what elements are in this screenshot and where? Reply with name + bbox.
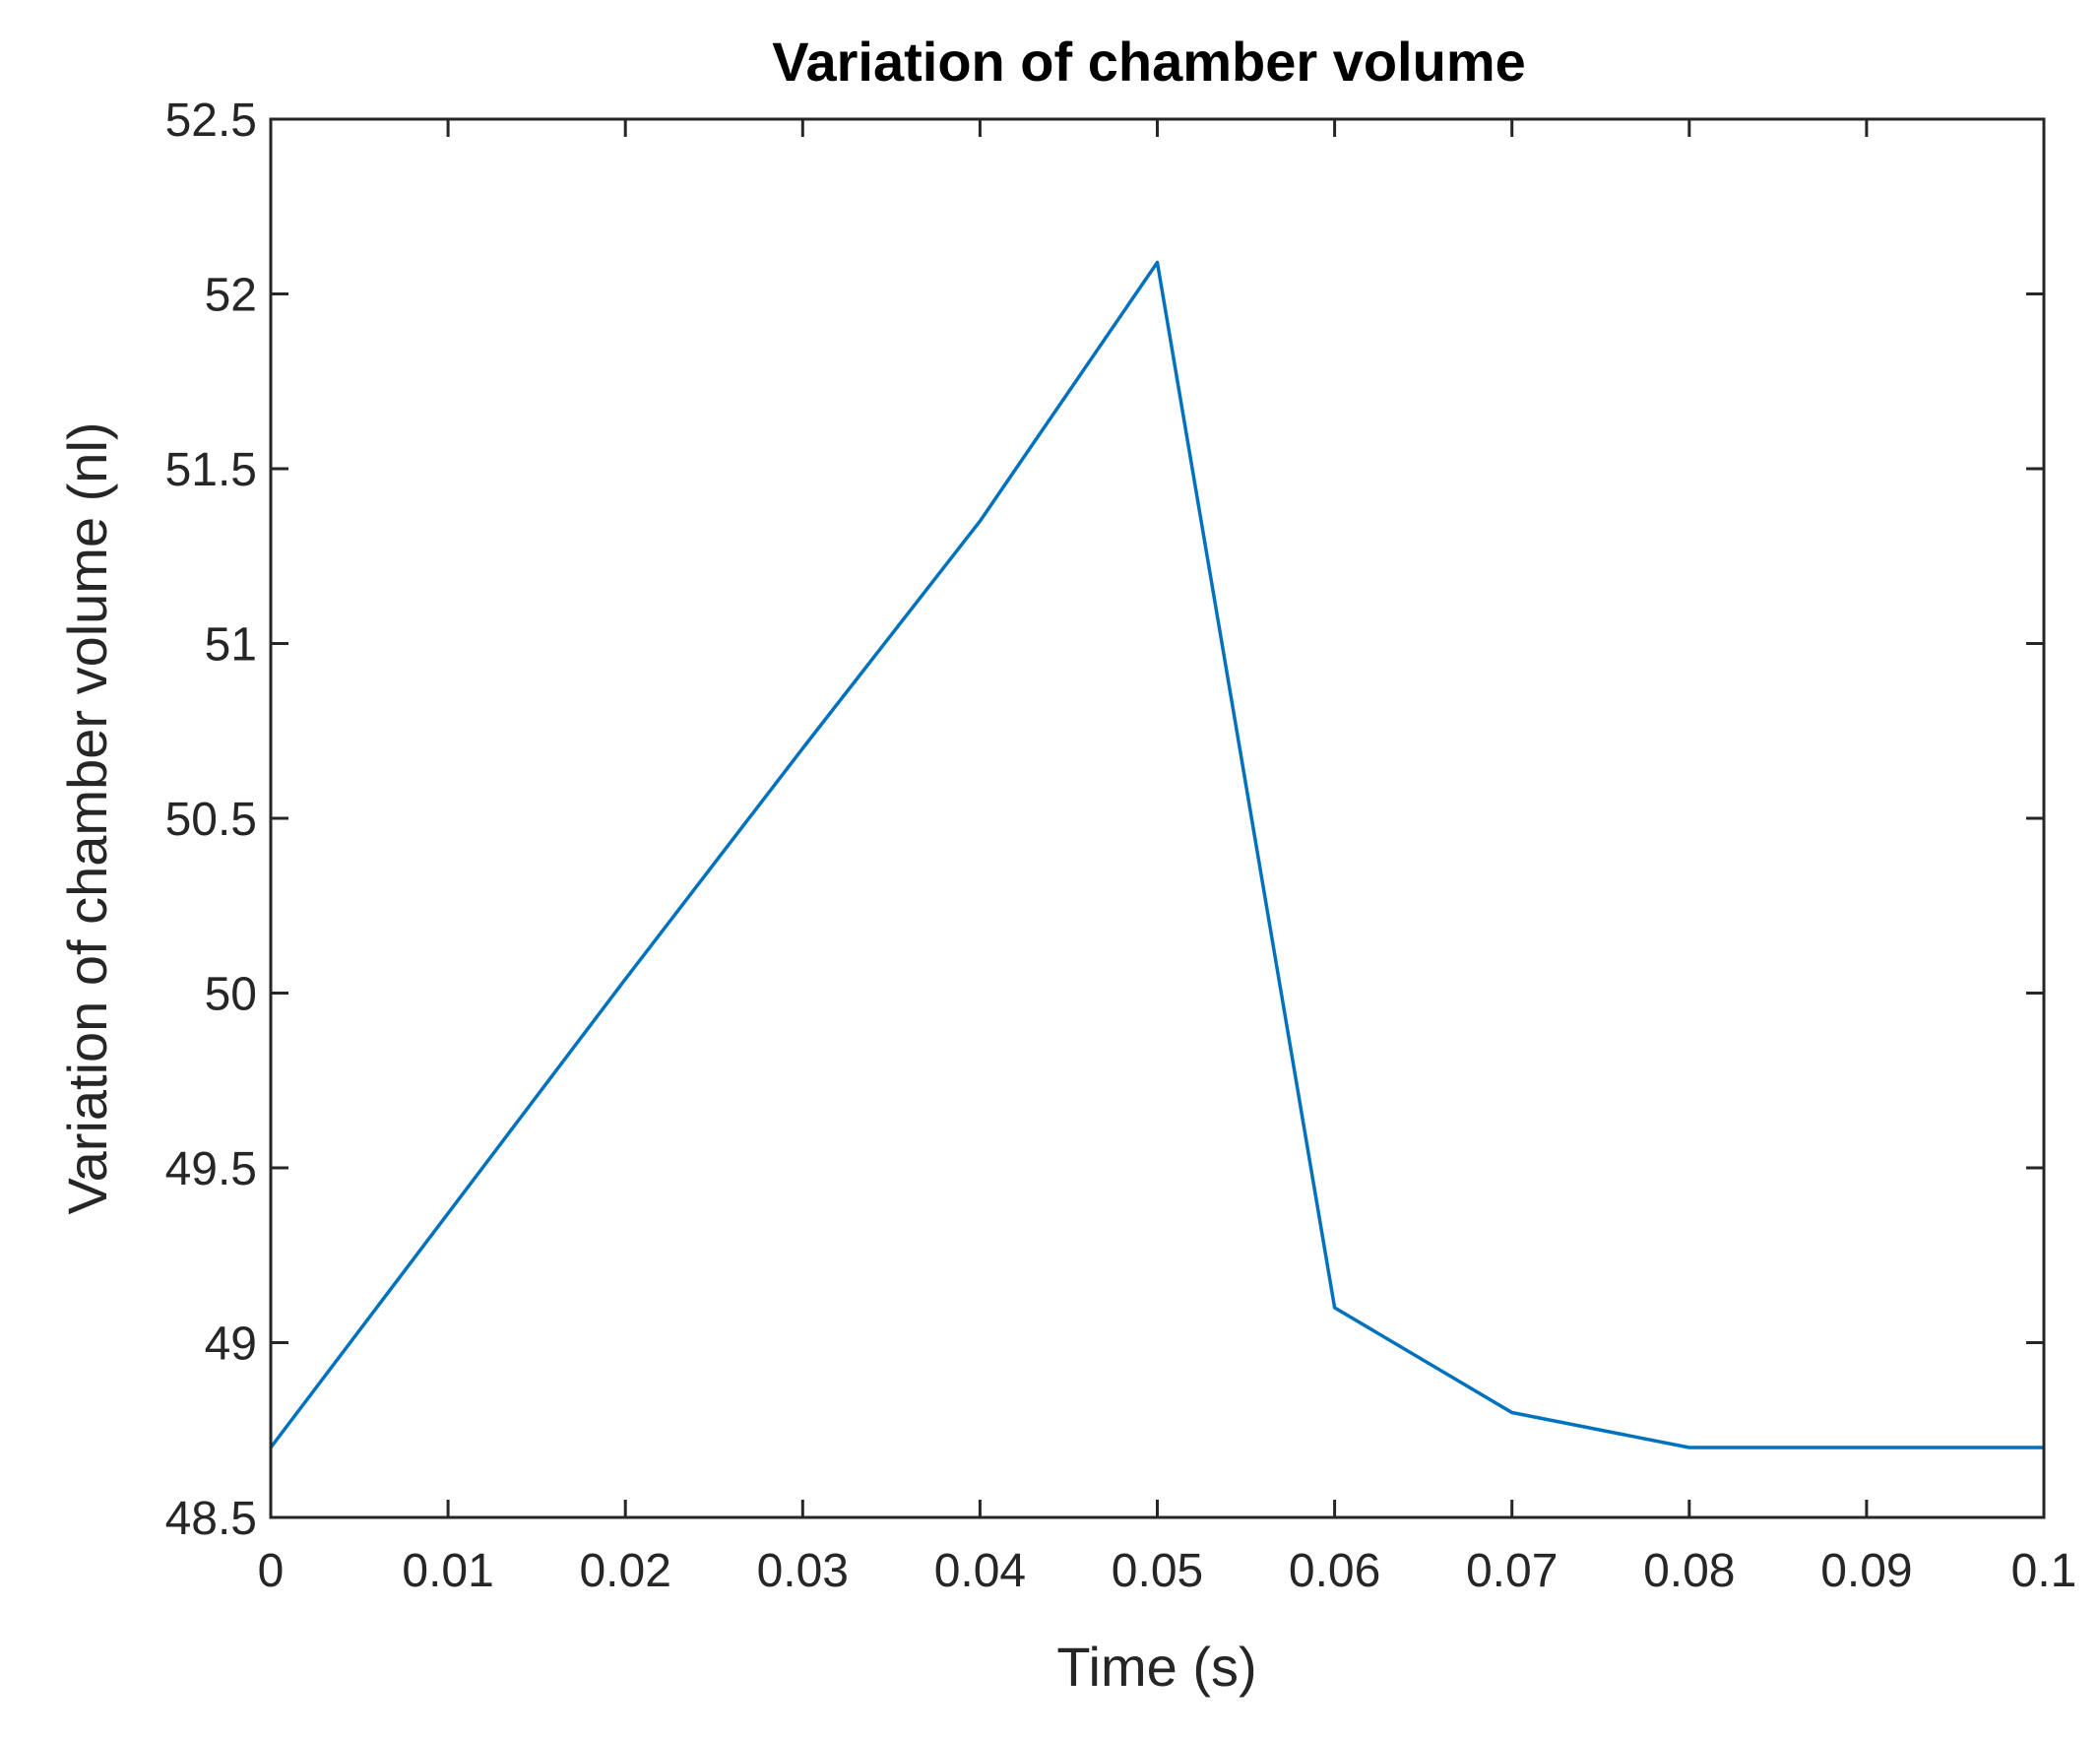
y-tick-label: 52 bbox=[205, 270, 257, 322]
chart-title: Variation of chamber volume bbox=[772, 31, 1526, 93]
y-tick-label: 49 bbox=[205, 1319, 257, 1371]
y-tick-label: 51 bbox=[205, 619, 257, 672]
y-tick-label: 50 bbox=[205, 969, 257, 1021]
series-line bbox=[269, 260, 2044, 1449]
x-tick-label: 0.02 bbox=[579, 1545, 670, 1597]
x-tick-label: 0 bbox=[258, 1545, 285, 1597]
ticks-layer: 0 0.01 0.02 0.03 0.04 0.05 0.06 0.07 0.08 0.09 0.1… bbox=[165, 95, 2077, 1597]
x-tick-label: 0.04 bbox=[934, 1545, 1026, 1597]
x-tick-label: 0.08 bbox=[1643, 1545, 1735, 1597]
x-tick-label: 0.01 bbox=[402, 1545, 493, 1597]
x-tick-label: 0.06 bbox=[1289, 1545, 1380, 1597]
x-tick-label: 0.07 bbox=[1466, 1545, 1558, 1597]
y-tick-label: 48.5 bbox=[165, 1493, 257, 1545]
plot-area-frame bbox=[269, 117, 2046, 1519]
x-tick-label: 0.03 bbox=[757, 1545, 849, 1597]
x-tick-label: 0.05 bbox=[1112, 1545, 1203, 1597]
y-tick-label: 49.5 bbox=[165, 1143, 257, 1195]
y-tick-label: 50.5 bbox=[165, 794, 257, 846]
y-axis-label: Variation of chamber volume (nl) bbox=[56, 421, 118, 1214]
x-tick-label: 0.1 bbox=[2011, 1545, 2077, 1597]
series-layer bbox=[269, 260, 2044, 1449]
x-axis-label: Time (s) bbox=[1056, 1636, 1256, 1698]
y-tick-label: 51.5 bbox=[165, 444, 257, 496]
x-tick-label: 0.09 bbox=[1820, 1545, 1912, 1597]
y-tick-label: 52.5 bbox=[165, 95, 257, 147]
